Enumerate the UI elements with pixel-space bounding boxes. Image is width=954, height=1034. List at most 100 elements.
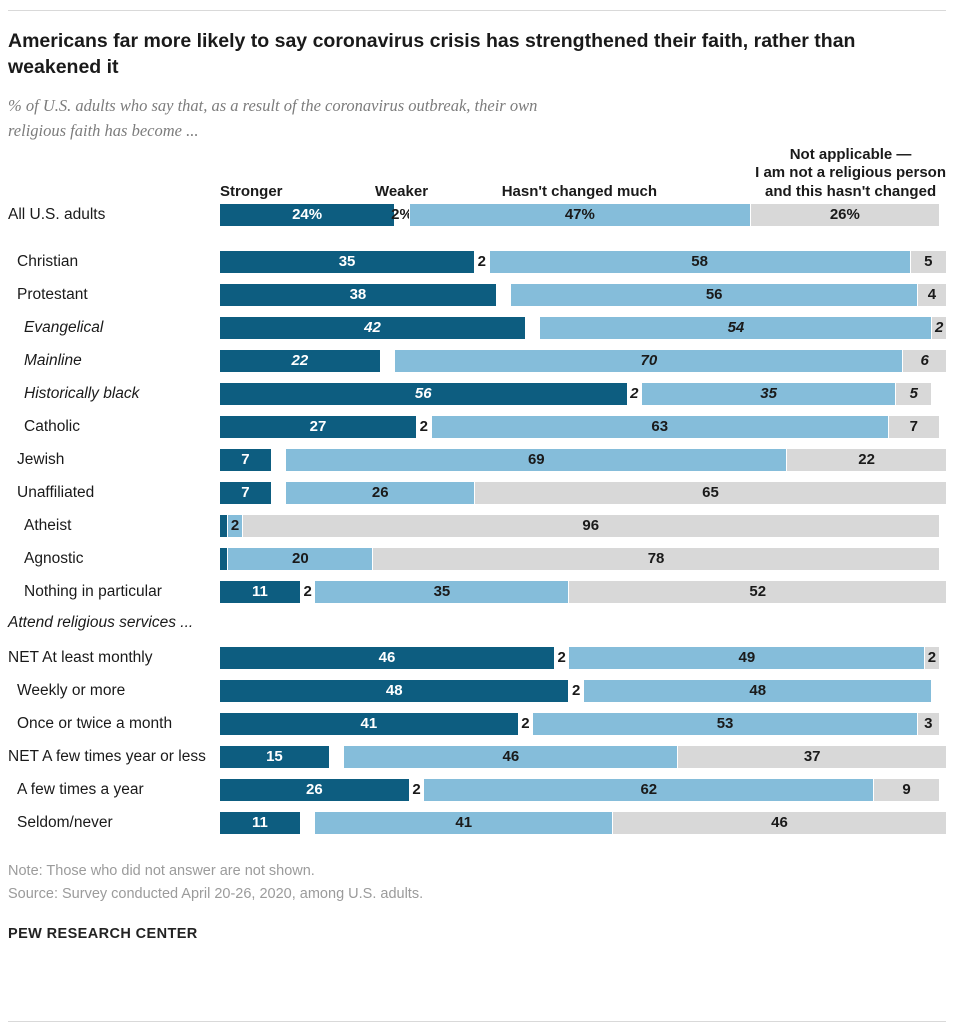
bar-value-label: 15 bbox=[266, 748, 283, 766]
row-label: NET At least monthly bbox=[8, 648, 153, 666]
bar-value-label: 56 bbox=[705, 286, 723, 304]
stacked-bar: 46 2 49 2 bbox=[220, 646, 946, 669]
bar-value-label: 24% bbox=[292, 206, 323, 224]
bar-segment-stronger: 35 bbox=[220, 250, 475, 273]
chart-row: Nothing in particular 11 2 35 52 bbox=[8, 580, 946, 603]
bar-value-label: 27 bbox=[309, 418, 327, 436]
column-header-stronger: Stronger bbox=[220, 182, 283, 200]
bar-value-label: 7 bbox=[909, 418, 918, 436]
bar-segment-na: 22 bbox=[786, 448, 946, 471]
stacked-bar: 11 41 46 bbox=[220, 811, 946, 834]
stacked-bar: 7 69 22 bbox=[220, 448, 946, 471]
bar-segment-gap bbox=[379, 349, 395, 372]
column-headers: Stronger Weaker Hasn't changed much Not … bbox=[220, 146, 946, 204]
bar-segment-weaker: 2% bbox=[391, 203, 413, 226]
bar-value-label: 49 bbox=[738, 649, 756, 667]
bar-segment-na: 5 bbox=[895, 382, 932, 405]
bar-segment-stronger: 56 bbox=[220, 382, 627, 405]
chart-row: Mainline 22 70 6 bbox=[8, 349, 946, 372]
bar-value-label: 2 bbox=[630, 385, 639, 403]
bar-value-label: 11 bbox=[252, 814, 268, 832]
bar-value-label: 2 bbox=[521, 715, 530, 733]
column-header-weaker: Weaker bbox=[374, 182, 429, 200]
row-label: Nothing in particular bbox=[24, 582, 162, 600]
bar-value-label: 46 bbox=[378, 649, 396, 667]
bar-segment-na: 5 bbox=[909, 250, 946, 273]
row-label: Seldom/never bbox=[17, 813, 113, 831]
chart-row: Once or twice a month 41 2 53 3 bbox=[8, 712, 946, 735]
stacked-bar-chart: All U.S. adults 24% 2% 47% 26% Christian 35 2 58… bbox=[8, 203, 946, 834]
bar-segment-weaker: 2 bbox=[626, 382, 642, 405]
bar-segment-na: 6 bbox=[902, 349, 946, 372]
bar-segment-changed: 62 bbox=[423, 778, 874, 801]
stacked-bar: 41 2 53 3 bbox=[220, 712, 946, 735]
bar-segment-stronger bbox=[220, 514, 228, 537]
bar-segment-changed: 69 bbox=[285, 448, 787, 471]
stacked-bar: 11 2 35 52 bbox=[220, 580, 946, 603]
bar-value-label: 78 bbox=[647, 550, 665, 568]
bar-value-label: 42 bbox=[364, 319, 381, 337]
bar-segment-stronger: 46 bbox=[220, 646, 554, 669]
bar-value-label: 35 bbox=[760, 385, 777, 403]
bar-segment-stronger: 48 bbox=[220, 679, 569, 702]
bar-segment-na: 52 bbox=[568, 580, 946, 603]
bar-segment-changed: 58 bbox=[488, 250, 910, 273]
chart-row: Protestant 38 56 4 bbox=[8, 283, 946, 306]
bar-value-label: 69 bbox=[527, 451, 545, 469]
bar-value-label: 7 bbox=[241, 484, 250, 502]
bar-value-label: 70 bbox=[640, 352, 658, 370]
row-label: Weekly or more bbox=[17, 681, 126, 699]
bar-segment-na: 78 bbox=[372, 547, 939, 570]
bar-value-label: 65 bbox=[702, 484, 719, 502]
bar-segment-weaker: 2 bbox=[517, 712, 533, 735]
bar-value-label: 62 bbox=[640, 781, 658, 799]
bar-segment-gap bbox=[270, 481, 286, 504]
bar-value-label: 46 bbox=[771, 814, 788, 832]
bar-segment-stronger: 7 bbox=[220, 481, 271, 504]
bar-segment-changed: 70 bbox=[394, 349, 903, 372]
stacked-bar: 27 2 63 7 bbox=[220, 415, 946, 438]
row-label: Christian bbox=[17, 252, 79, 270]
bar-segment-stronger: 41 bbox=[220, 712, 518, 735]
stacked-bar: 15 46 37 bbox=[220, 745, 946, 768]
bar-segment-changed: 2 bbox=[227, 514, 242, 537]
bar-value-label: 2 bbox=[419, 418, 428, 436]
bar-segment-changed: 35 bbox=[314, 580, 569, 603]
stacked-bar: 22 70 6 bbox=[220, 349, 946, 372]
bar-segment-na: 37 bbox=[677, 745, 946, 768]
bar-value-label: 3 bbox=[924, 715, 933, 733]
bar-value-label: 26% bbox=[829, 206, 860, 224]
stacked-bar: 56 2 35 5 bbox=[220, 382, 946, 405]
bar-segment-stronger: 42 bbox=[220, 316, 525, 339]
bar-segment-changed: 26 bbox=[285, 481, 475, 504]
chart-row: Jewish 7 69 22 bbox=[8, 448, 946, 471]
bar-value-label: 22 bbox=[858, 451, 875, 469]
bar-segment-stronger: 7 bbox=[220, 448, 271, 471]
bar-segment-na: 4 bbox=[916, 283, 946, 306]
chart-row: Unaffiliated 7 26 65 bbox=[8, 481, 946, 504]
row-label: Evangelical bbox=[24, 318, 104, 336]
bar-segment-stronger: 26 bbox=[220, 778, 409, 801]
bar-value-label: 6 bbox=[920, 352, 929, 370]
bar-value-label: 96 bbox=[582, 517, 600, 535]
footnotes: Note: Those who did not answer are not s… bbox=[8, 860, 946, 906]
bar-value-label: 5 bbox=[924, 253, 933, 271]
bar-value-label: 2 bbox=[230, 517, 240, 535]
bar-value-label: 2 bbox=[935, 319, 944, 337]
bar-value-label: 26 bbox=[371, 484, 389, 502]
bar-segment-weaker: 2 bbox=[299, 580, 315, 603]
bar-segment-weaker: 2 bbox=[474, 250, 489, 273]
row-label: A few times a year bbox=[17, 780, 144, 798]
bar-segment-na: 26% bbox=[749, 203, 939, 226]
bar-segment-changed: 56 bbox=[510, 283, 917, 306]
bar-value-label: 2 bbox=[572, 682, 581, 700]
bar-segment-changed: 53 bbox=[532, 712, 917, 735]
row-label: Agnostic bbox=[24, 549, 84, 567]
bar-value-label: 22 bbox=[291, 352, 309, 370]
bar-value-label: 2 bbox=[303, 583, 312, 601]
chart-row: Christian 35 2 58 5 bbox=[8, 250, 946, 273]
bar-segment-stronger: 11 bbox=[220, 580, 300, 603]
bar-value-label: 4 bbox=[927, 286, 937, 304]
bar-value-label: 56 bbox=[414, 385, 432, 403]
bar-segment-changed: 54 bbox=[539, 316, 932, 339]
